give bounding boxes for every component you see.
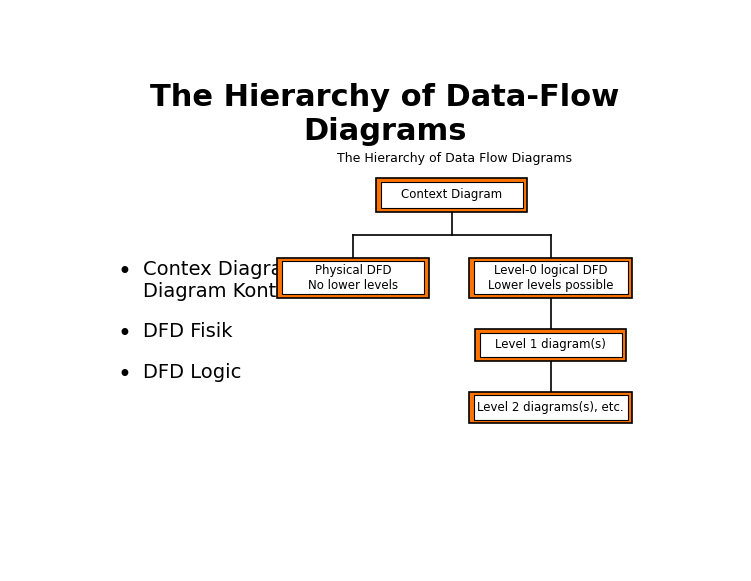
Text: Contex Diagram/
Diagram Konteks: Contex Diagram/ Diagram Konteks [143, 260, 310, 301]
Text: •: • [117, 363, 131, 387]
FancyBboxPatch shape [381, 182, 523, 208]
Text: Level 2 diagrams(s), etc.: Level 2 diagrams(s), etc. [478, 401, 624, 414]
Text: Level 1 diagram(s): Level 1 diagram(s) [496, 338, 606, 352]
Text: Level-0 logical DFD
Lower levels possible: Level-0 logical DFD Lower levels possibl… [488, 264, 614, 292]
FancyBboxPatch shape [480, 333, 622, 357]
FancyBboxPatch shape [376, 178, 527, 211]
Text: Physical DFD
No lower levels: Physical DFD No lower levels [308, 264, 398, 292]
Text: •: • [117, 322, 131, 346]
FancyBboxPatch shape [282, 261, 424, 295]
Text: •: • [117, 260, 131, 284]
FancyBboxPatch shape [474, 396, 628, 419]
FancyBboxPatch shape [469, 257, 632, 298]
Text: Context Diagram: Context Diagram [401, 188, 502, 202]
Text: The Hierarchy of Data Flow Diagrams: The Hierarchy of Data Flow Diagrams [337, 152, 572, 166]
FancyBboxPatch shape [277, 257, 429, 298]
FancyBboxPatch shape [475, 329, 626, 360]
FancyBboxPatch shape [469, 392, 632, 423]
FancyBboxPatch shape [474, 261, 628, 295]
Text: The Hierarchy of Data-Flow
Diagrams: The Hierarchy of Data-Flow Diagrams [150, 83, 620, 146]
Text: DFD Logic: DFD Logic [143, 363, 242, 382]
Text: DFD Fisik: DFD Fisik [143, 322, 233, 342]
